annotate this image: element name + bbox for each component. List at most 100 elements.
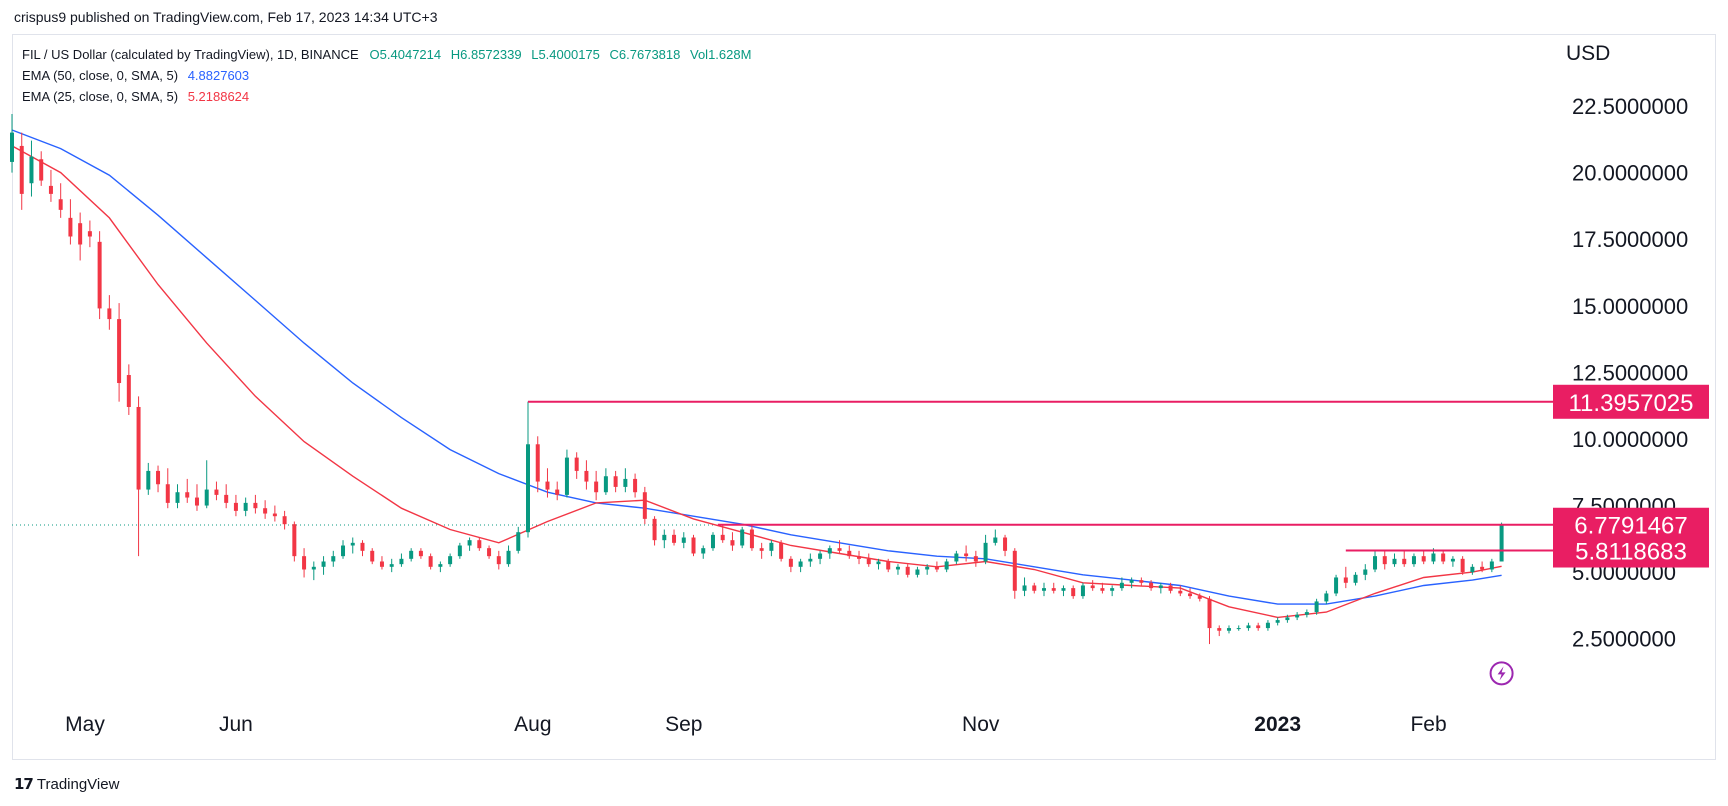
candle xyxy=(1285,614,1290,623)
candle-body xyxy=(379,561,384,567)
candle xyxy=(681,532,686,549)
candle xyxy=(1373,550,1378,573)
candle-body xyxy=(1022,585,1027,591)
candle xyxy=(10,113,14,173)
price-level-badge-bg xyxy=(1553,384,1709,419)
candle xyxy=(701,545,706,559)
candle-body xyxy=(662,534,667,541)
candle-body xyxy=(282,516,287,525)
candle xyxy=(672,529,677,546)
candle xyxy=(331,550,336,567)
candle xyxy=(1275,617,1280,626)
currency-label[interactable]: USD xyxy=(1566,42,1611,65)
candle xyxy=(253,494,258,514)
candle-body xyxy=(1275,620,1280,623)
candle xyxy=(857,550,862,565)
candle-body xyxy=(555,489,560,495)
candle xyxy=(847,545,852,559)
candle-body xyxy=(710,534,715,549)
candle xyxy=(964,545,969,562)
candle-body xyxy=(399,558,404,565)
vol-value: 1.628M xyxy=(708,47,752,62)
candle-body xyxy=(1197,596,1202,599)
footer-brand[interactable]: 𝟭𝟳 TradingView xyxy=(14,775,119,794)
symbol-label[interactable]: FIL / US Dollar (calculated by TradingVi… xyxy=(22,47,359,62)
candle-body xyxy=(1489,561,1494,570)
candle-body xyxy=(272,513,277,517)
candle xyxy=(1411,553,1416,567)
candle xyxy=(662,529,667,549)
candle xyxy=(1480,561,1485,573)
y-tick-label: 10.0000000 xyxy=(1572,427,1688,452)
candle-body xyxy=(1139,580,1144,583)
candle-body xyxy=(866,558,871,565)
x-tick-label: Sep xyxy=(665,713,702,736)
candle-body xyxy=(1324,593,1329,602)
candle xyxy=(379,556,384,570)
legend-ema50-row[interactable]: EMA (50, close, 0, SMA, 5) 4.8827603 xyxy=(22,65,757,86)
candle xyxy=(87,220,92,248)
candle-body xyxy=(574,457,579,471)
candle xyxy=(740,526,745,549)
candle-body xyxy=(1168,585,1173,591)
candle-body xyxy=(973,556,978,562)
open-key: O xyxy=(369,47,380,62)
candle xyxy=(360,540,365,557)
candle xyxy=(263,500,268,519)
candle xyxy=(272,505,277,522)
candle-body xyxy=(175,492,180,503)
y-tick-label: 15.0000000 xyxy=(1572,294,1688,319)
candle-body xyxy=(847,550,852,557)
candle-body xyxy=(1460,558,1465,573)
candle xyxy=(1012,548,1017,599)
candle xyxy=(1217,625,1222,637)
candle-body xyxy=(827,548,832,554)
candle xyxy=(837,540,842,554)
candle xyxy=(1334,574,1339,597)
ema25-line xyxy=(11,145,1502,619)
candle xyxy=(1489,558,1494,573)
candle-body xyxy=(29,156,34,184)
candle xyxy=(1119,577,1124,591)
candle-body xyxy=(701,548,706,554)
candle xyxy=(934,561,939,573)
candle xyxy=(311,561,316,581)
candle xyxy=(1003,534,1008,557)
lightning-icon[interactable] xyxy=(1489,661,1514,686)
candle xyxy=(1499,522,1504,562)
candle xyxy=(915,566,920,578)
candle xyxy=(1470,564,1475,575)
candle xyxy=(136,396,141,557)
candle-body xyxy=(1480,566,1485,570)
candle xyxy=(1197,593,1202,602)
candle-body xyxy=(311,566,316,570)
candle xyxy=(613,470,618,493)
candle xyxy=(594,470,599,501)
candle xyxy=(798,558,803,573)
candle-body xyxy=(1226,628,1231,631)
candle xyxy=(535,436,540,493)
candle xyxy=(496,550,501,570)
candle-body xyxy=(857,556,862,559)
candle-body xyxy=(905,566,910,575)
candle-body xyxy=(1431,553,1436,562)
candle-body xyxy=(1003,537,1008,551)
candle xyxy=(1402,550,1407,567)
candle-body xyxy=(253,502,258,509)
candle-body xyxy=(1334,577,1339,594)
low-value: 5.4000175 xyxy=(538,47,600,62)
candle-body xyxy=(516,532,521,551)
candle xyxy=(1382,550,1387,570)
legend-ema25-row[interactable]: EMA (25, close, 0, SMA, 5) 5.2188624 xyxy=(22,86,757,107)
candle xyxy=(1246,622,1251,631)
candle-body xyxy=(1304,612,1309,615)
candle xyxy=(925,564,930,575)
candle xyxy=(720,524,725,543)
candle xyxy=(769,540,774,557)
candle-body xyxy=(331,556,336,562)
candle-body xyxy=(1061,588,1066,591)
candle-body xyxy=(1119,582,1124,589)
candle-body xyxy=(136,406,141,490)
candle-body xyxy=(448,556,453,565)
